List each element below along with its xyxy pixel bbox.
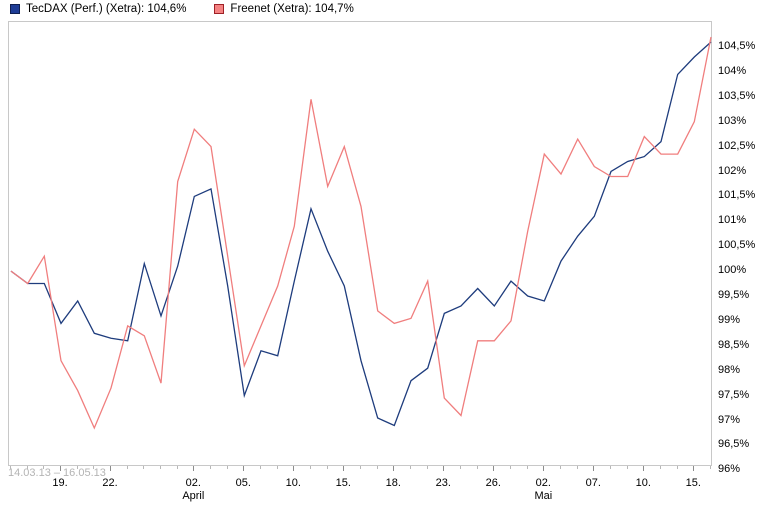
x-axis-tick — [510, 466, 511, 469]
x-axis-tick — [360, 466, 361, 469]
x-axis-tick — [193, 466, 195, 471]
x-axis-tick — [26, 466, 28, 469]
x-axis-tick — [526, 466, 528, 469]
y-axis-label: 97,5% — [718, 388, 750, 401]
x-axis-tick — [243, 466, 245, 471]
x-axis-tick — [60, 466, 61, 471]
x-axis-tick — [226, 466, 228, 469]
y-axis-label: 103% — [718, 114, 747, 127]
legend-item-tecdax: TecDAX (Perf.) (Xetra): 104,6% — [10, 3, 186, 15]
x-axis-tick — [643, 466, 645, 471]
x-axis-label: 19. — [52, 477, 68, 489]
x-axis-tick — [560, 466, 561, 469]
x-axis-tick — [660, 466, 661, 469]
x-axis-tick — [93, 466, 95, 469]
legend-item-freenet: Freenet (Xetra): 104,7% — [214, 3, 354, 15]
y-axis-label: 104% — [718, 64, 747, 77]
x-axis-tick — [443, 466, 445, 471]
x-axis-tick — [10, 466, 11, 469]
y-axis-label: 97% — [718, 413, 741, 426]
y-axis-label: 100,5% — [718, 239, 756, 252]
x-axis-month-label: Mai — [534, 490, 553, 502]
freenet-legend-label: Freenet (Xetra): 104,7% — [230, 3, 354, 15]
y-axis-label: 96,5% — [718, 438, 750, 451]
y-axis-label: 101,5% — [718, 189, 756, 202]
x-axis-month-label: April — [182, 490, 205, 502]
x-axis-tick — [43, 466, 45, 469]
x-axis-tick — [176, 466, 178, 469]
y-axis-label: 102% — [718, 164, 747, 177]
y-axis-label: 103,5% — [718, 89, 756, 102]
x-axis-tick — [543, 466, 545, 471]
x-axis-tick — [160, 466, 161, 469]
x-axis-label: 05. — [235, 477, 251, 489]
y-axis-label: 96% — [718, 463, 741, 476]
x-axis-label: 10. — [285, 477, 301, 489]
x-axis-tick — [460, 466, 461, 469]
x-axis-tick — [710, 466, 711, 469]
y-axis-label: 98,5% — [718, 338, 750, 351]
date-range-label: 14.03.13 – 16.05.13 — [8, 467, 106, 479]
x-axis-label: 02. — [535, 477, 551, 489]
x-axis-label: 15. — [335, 477, 351, 489]
x-axis-tick — [426, 466, 428, 469]
x-axis-tick — [676, 466, 678, 469]
x-axis-tick — [376, 466, 378, 469]
x-axis-label: 07. — [585, 477, 601, 489]
x-axis-tick — [110, 466, 111, 471]
x-axis-tick — [576, 466, 578, 469]
x-axis-tick — [310, 466, 311, 469]
x-axis-label: 22. — [102, 477, 118, 489]
x-axis-tick — [393, 466, 395, 471]
x-axis-label: 10. — [635, 477, 651, 489]
x-axis-tick — [343, 466, 345, 471]
freenet-line — [10, 36, 712, 430]
x-axis-label: 02. — [185, 477, 201, 489]
x-axis-tick — [76, 466, 78, 469]
x-axis-label: 23. — [435, 477, 451, 489]
x-axis-tick — [126, 466, 128, 469]
y-axis-label: 104,5% — [718, 40, 756, 52]
x-axis-tick — [326, 466, 328, 469]
x-axis-tick — [260, 466, 261, 469]
legend: TecDAX (Perf.) (Xetra): 104,6% Freenet (… — [10, 3, 354, 15]
x-axis-tick — [143, 466, 145, 469]
x-axis-label: 26. — [485, 477, 501, 489]
y-axis-label: 99,5% — [718, 289, 750, 301]
y-axis-label: 102,5% — [718, 139, 756, 152]
x-axis-tick — [593, 466, 595, 471]
x-axis-tick — [410, 466, 411, 469]
tecdax-legend-label: TecDAX (Perf.) (Xetra): 104,6% — [26, 3, 187, 15]
x-axis-tick — [293, 466, 295, 471]
y-axis-label: 100% — [718, 264, 747, 277]
tecdax-line — [10, 41, 712, 427]
x-axis-tick — [210, 466, 211, 469]
x-axis-label: 15. — [685, 477, 701, 489]
x-axis-tick — [610, 466, 611, 469]
x-axis-tick — [693, 466, 695, 471]
x-axis-label: 18. — [385, 477, 401, 489]
y-axis-label: 98% — [718, 363, 741, 376]
freenet-color-swatch-icon — [214, 4, 225, 14]
x-axis-tick — [276, 466, 278, 469]
plot-area — [8, 21, 712, 466]
tecdax-color-swatch-icon — [10, 4, 20, 14]
x-axis-tick — [476, 466, 478, 469]
x-axis-tick — [626, 466, 628, 469]
x-axis-tick — [493, 466, 495, 471]
y-axis-label: 101% — [718, 214, 747, 227]
y-axis-label: 99% — [718, 313, 741, 326]
